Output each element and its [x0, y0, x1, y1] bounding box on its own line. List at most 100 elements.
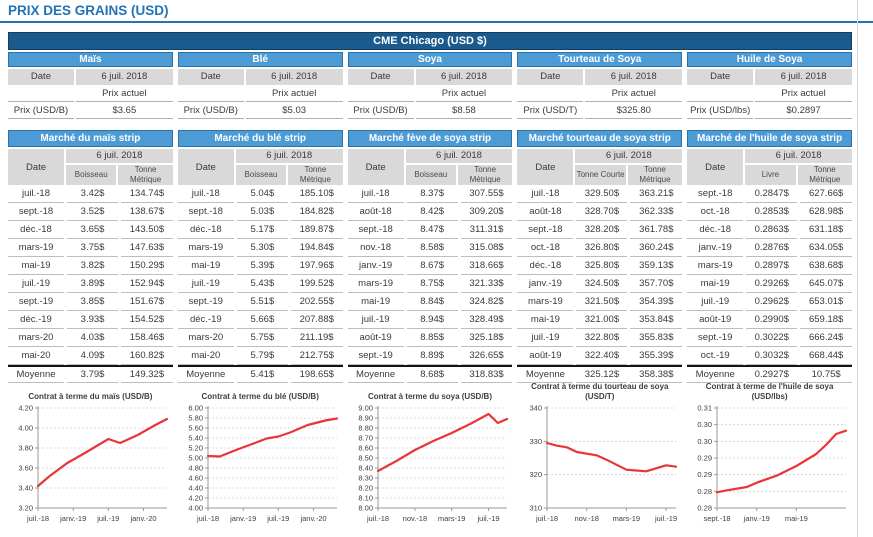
row-month: déc.-19: [8, 311, 65, 329]
row-value-2: 199.52$: [290, 275, 343, 293]
row-value-1: 3.65$: [67, 221, 119, 239]
svg-text:6.00: 6.00: [188, 404, 203, 413]
row-month: juil.-18: [347, 185, 404, 203]
row-value-2: 631.18$: [800, 221, 852, 239]
price-current-label: Prix actuel: [585, 87, 683, 102]
table-row: sept.-19 0.3022$ 666.24$: [687, 329, 852, 347]
date-column-header: Date: [687, 149, 744, 185]
strip-table-title: Marché fève de soya strip: [347, 130, 513, 147]
date-row: Date 6 juil. 2018: [8, 69, 173, 85]
row-value-2: 363.21$: [630, 185, 683, 203]
row-value-1: 5.03$: [236, 203, 288, 221]
svg-text:8.00: 8.00: [358, 504, 373, 513]
table-row: sept.-19 5.51$ 202.55$: [177, 293, 343, 311]
price-unit-label: Prix (USD/B): [177, 104, 244, 119]
cme-table-title: CME Chicago (USD $): [8, 32, 852, 50]
moyenne-value-1: 5.41$: [236, 367, 288, 383]
table-row: sept.-19 3.85$ 151.67$: [8, 293, 173, 311]
svg-text:310: 310: [530, 504, 543, 513]
row-month: juil.-19: [8, 275, 65, 293]
table-row: janv.-19 8.67$ 318.66$: [347, 257, 513, 275]
price-current-label: Prix actuel: [755, 87, 852, 102]
row-value-2: 659.18$: [800, 311, 852, 329]
date-value-header: 6 juil. 2018: [745, 149, 852, 163]
svg-text:8.30: 8.30: [358, 474, 373, 483]
row-value-1: 8.84$: [406, 293, 458, 311]
row-month: mai-19: [687, 275, 744, 293]
svg-text:3.60: 3.60: [18, 464, 33, 473]
date-value: 6 juil. 2018: [245, 69, 343, 85]
cme-column-soya: Soya Date 6 juil. 2018 Prix actuel Prix (USD…: [347, 52, 513, 119]
row-month: mars-19: [8, 239, 65, 257]
strip-table-title: Marché de l'huile de soya strip: [687, 130, 852, 147]
row-value-2: 360.24$: [630, 239, 683, 257]
row-month: sept.-19: [177, 293, 234, 311]
row-value-2: 634.05$: [800, 239, 852, 257]
row-month: mars-19: [347, 275, 404, 293]
moyenne-value-2: 358.38$: [630, 367, 683, 383]
table-row: juil.-19 3.89$ 152.94$: [8, 275, 173, 293]
svg-text:0.29: 0.29: [698, 470, 713, 479]
row-month: mars-20: [8, 329, 65, 347]
row-month: mai-20: [177, 347, 234, 365]
date-value: 6 juil. 2018: [75, 69, 173, 85]
table-row: juil.-18 5.04$ 185.10$: [177, 185, 343, 203]
svg-text:juil.-18: juil.-18: [26, 514, 49, 523]
svg-text:8.10: 8.10: [358, 494, 373, 503]
svg-text:5.80: 5.80: [188, 414, 203, 423]
unit-col-2-header: Tonne Métrique: [797, 165, 852, 185]
row-value-2: 645.07$: [800, 275, 852, 293]
svg-text:8.20: 8.20: [358, 484, 373, 493]
row-value-1: 322.80$: [576, 329, 628, 347]
row-value-1: 8.89$: [406, 347, 458, 365]
svg-text:juil.-18: juil.-18: [196, 514, 219, 523]
row-value-1: 5.79$: [236, 347, 288, 365]
strip-table-ble: Marché du blé strip Date 6 juil. 2018 Boiss…: [177, 130, 343, 383]
date-column-header: Date: [8, 149, 65, 185]
chart-title: Contrat à terme de l'huile de soya (USD/l…: [687, 380, 852, 402]
cme-column-ble: Blé Date 6 juil. 2018 Prix actuel Prix (USD/…: [177, 52, 343, 119]
svg-text:mai-19: mai-19: [785, 514, 808, 523]
date-value-header: 6 juil. 2018: [575, 149, 683, 163]
price-current-row: Prix actuel: [517, 87, 683, 102]
table-row: déc.-18 325.80$ 359.13$: [517, 257, 683, 275]
svg-text:juil.-18: juil.-18: [366, 514, 389, 523]
cme-table: CME Chicago (USD $) Maïs Date 6 juil. 2018…: [8, 32, 852, 119]
date-value: 6 juil. 2018: [415, 69, 513, 85]
svg-text:4.00: 4.00: [18, 424, 33, 433]
strip-tables: Marché du maïs strip Date 6 juil. 2018 Bois…: [8, 130, 852, 383]
row-value-2: 212.75$: [290, 347, 343, 365]
date-column-header: Date: [347, 149, 404, 185]
row-month: juil.-19: [177, 275, 234, 293]
row-value-1: 5.39$: [236, 257, 288, 275]
svg-text:9.00: 9.00: [358, 404, 373, 413]
line-chart-soya: 9.008.908.808.708.608.508.408.308.208.10…: [358, 404, 508, 523]
chart-title-line1: Contrat à terme du maïs (USD/B): [28, 392, 153, 401]
row-value-1: 324.50$: [576, 275, 628, 293]
row-value-2: 138.67$: [121, 203, 173, 221]
unit-col-2-header: Tonne Métrique: [627, 165, 683, 185]
table-row: mars-20 5.75$ 211.19$: [177, 329, 343, 347]
date-label: Date: [687, 69, 754, 85]
row-value-1: 4.09$: [67, 347, 119, 365]
strip-table-title: Marché tourteau de soya strip: [517, 130, 683, 147]
strip-subheader-right: 6 juil. 2018 Boisseau Tonne Métrique: [405, 149, 513, 185]
svg-text:0.31: 0.31: [698, 404, 713, 413]
table-row: juil.-18 3.42$ 134.74$: [8, 185, 173, 203]
row-value-2: 143.50$: [121, 221, 173, 239]
cme-column-tourteau-soya: Tourteau de Soya Date 6 juil. 2018 Prix act…: [517, 52, 683, 119]
svg-text:3.20: 3.20: [18, 504, 33, 513]
svg-text:juil.-19: juil.-19: [654, 514, 677, 523]
row-month: août-18: [517, 203, 574, 221]
table-row: juil.-18 329.50$ 363.21$: [517, 185, 683, 203]
row-value-2: 638.68$: [800, 257, 852, 275]
row-month: janv.-19: [517, 275, 574, 293]
row-value-1: 326.80$: [576, 239, 628, 257]
svg-text:0.30: 0.30: [698, 437, 713, 446]
price-line: [546, 441, 678, 473]
svg-text:janv.-19: janv.-19: [59, 514, 86, 523]
row-month: juil.-19: [347, 311, 404, 329]
table-row: juil.-18 8.37$ 307.55$: [347, 185, 513, 203]
svg-text:320: 320: [530, 470, 543, 479]
table-row: déc.-18 5.17$ 189.87$: [177, 221, 343, 239]
